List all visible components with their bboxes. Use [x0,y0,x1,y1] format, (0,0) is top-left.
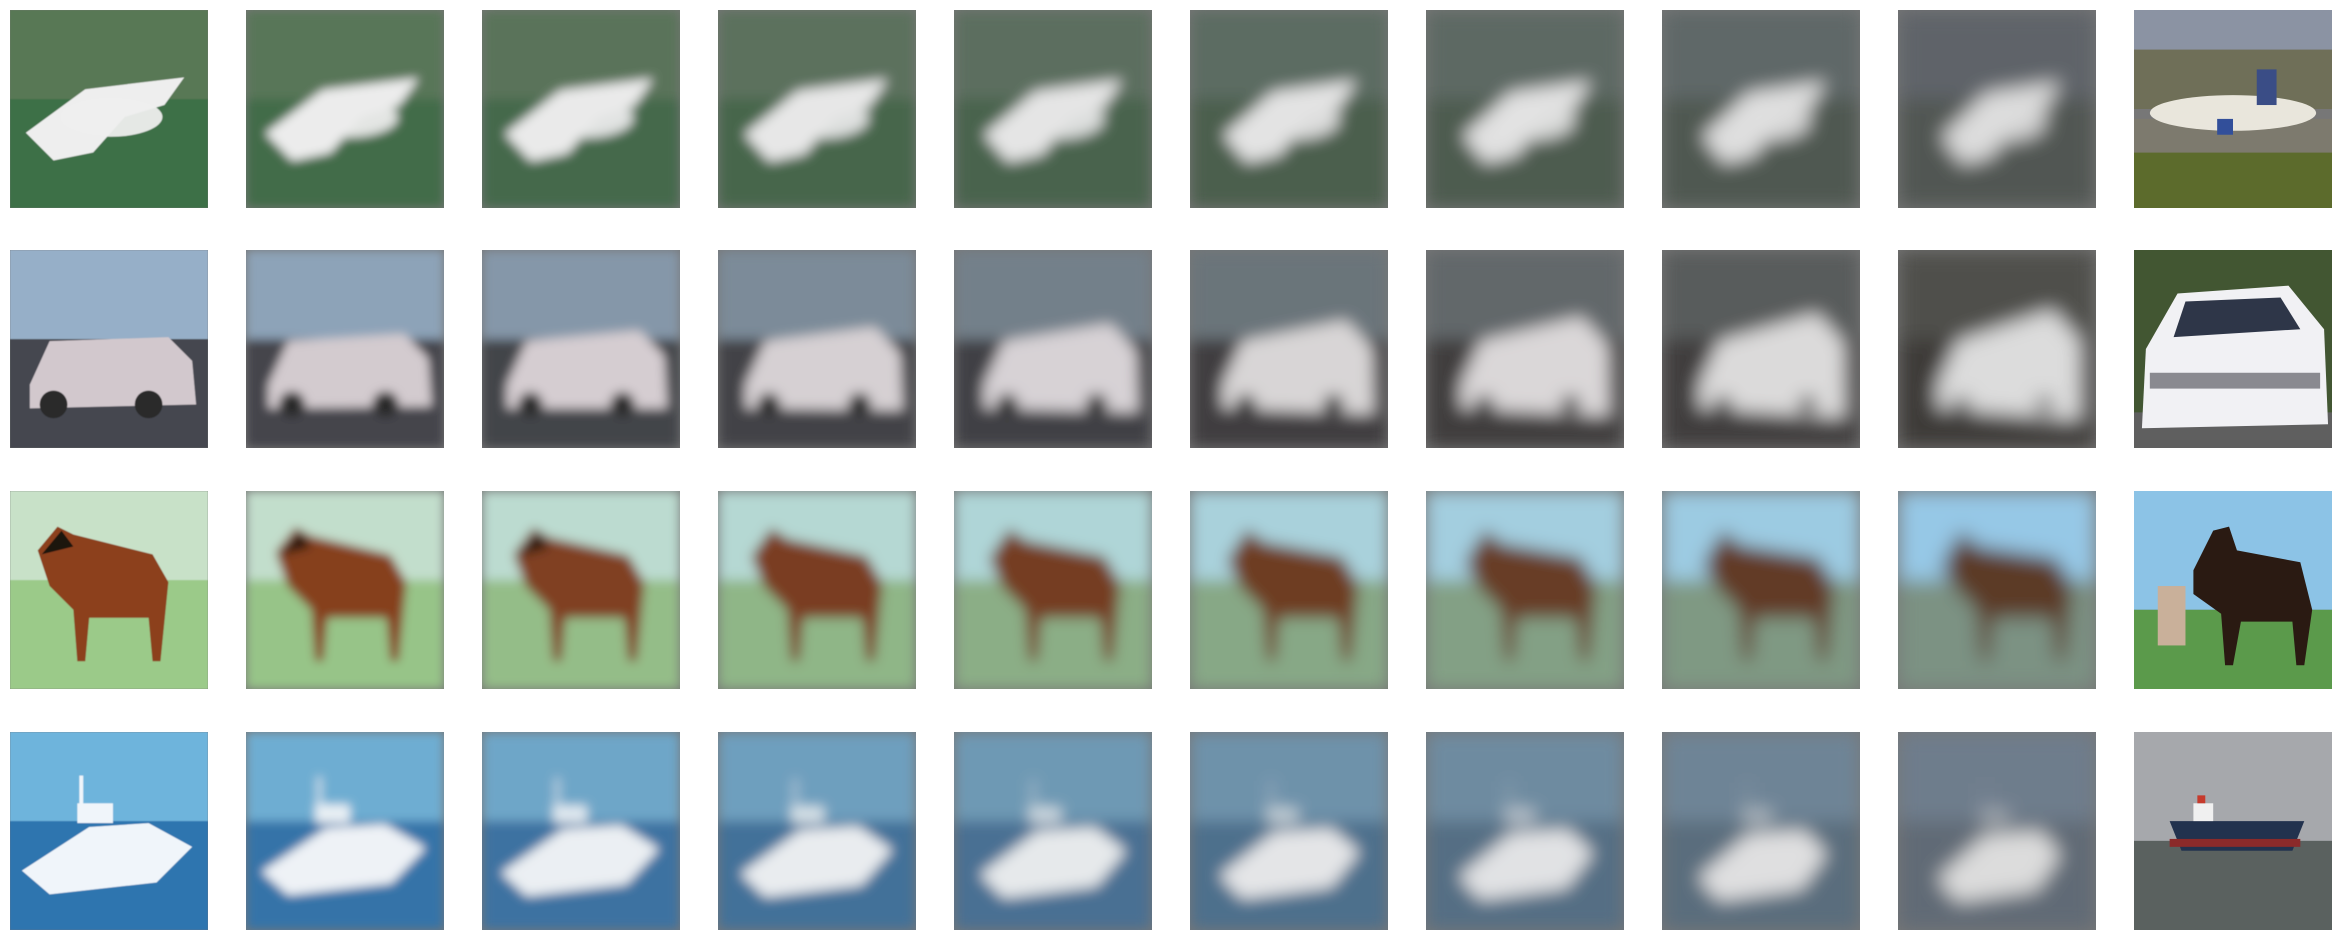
airplane-image [246,10,444,208]
boat-image [1898,732,2096,930]
horse-interp-2 [246,491,444,689]
horse-interp-9 [1898,491,2096,689]
airplane-interp-3 [482,10,680,208]
horse-interp-1 [10,491,208,689]
car-image [2134,250,2332,448]
boat-image [1426,732,1624,930]
boat-interp-3 [482,732,680,930]
boat-interp-2 [246,732,444,930]
airplane-interp-7 [1426,10,1624,208]
boat-image [10,732,208,930]
car-image [1662,250,1860,448]
horse-interp-10 [2134,491,2332,689]
horse-interp-4 [718,491,916,689]
airplane-image [718,10,916,208]
airplane-interp-1 [10,10,208,208]
airplane-image [1426,10,1624,208]
airplane-interp-5 [954,10,1152,208]
boat-image [718,732,916,930]
car-interp-3 [482,250,680,448]
horse-interp-3 [482,491,680,689]
airplane-interp-10 [2134,10,2332,208]
airplane-image [1190,10,1388,208]
horse-interp-7 [1426,491,1624,689]
car-image [1898,250,2096,448]
car-interp-8 [1662,250,1860,448]
car-interp-4 [718,250,916,448]
car-interp-7 [1426,250,1624,448]
boat-interp-4 [718,732,916,930]
airplane-interp-4 [718,10,916,208]
horse-image [10,491,208,689]
horse-interp-6 [1190,491,1388,689]
boat-interp-1 [10,732,208,930]
horse-image [1662,491,1860,689]
airplane-image [482,10,680,208]
horse-image [1426,491,1624,689]
car-image [246,250,444,448]
horse-image [1190,491,1388,689]
boat-image [246,732,444,930]
horse-image [482,491,680,689]
boat-interp-9 [1898,732,2096,930]
car-image [718,250,916,448]
airplane-image [10,10,208,208]
airplane-image [2134,10,2332,208]
boat-image [1662,732,1860,930]
boat-interp-6 [1190,732,1388,930]
horse-interp-5 [954,491,1152,689]
airplane-interp-8 [1662,10,1860,208]
horse-image [954,491,1152,689]
car-image [1190,250,1388,448]
horse-interp-8 [1662,491,1860,689]
boat-image [482,732,680,930]
boat-interp-10 [2134,732,2332,930]
airplane-image [1898,10,2096,208]
car-image [954,250,1152,448]
horse-image [1898,491,2096,689]
car-interp-9 [1898,250,2096,448]
boat-image [1190,732,1388,930]
car-interp-5 [954,250,1152,448]
horse-image [718,491,916,689]
boat-image [954,732,1152,930]
airplane-interp-2 [246,10,444,208]
horse-image [246,491,444,689]
car-interp-2 [246,250,444,448]
car-image [482,250,680,448]
car-interp-1 [10,250,208,448]
horse-image [2134,491,2332,689]
airplane-interp-9 [1898,10,2096,208]
car-image [1426,250,1624,448]
airplane-image [954,10,1152,208]
car-image [10,250,208,448]
boat-interp-8 [1662,732,1860,930]
boat-interp-5 [954,732,1152,930]
boat-image [2134,732,2332,930]
car-interp-10 [2134,250,2332,448]
car-interp-6 [1190,250,1388,448]
boat-interp-7 [1426,732,1624,930]
airplane-interp-6 [1190,10,1388,208]
airplane-image [1662,10,1860,208]
